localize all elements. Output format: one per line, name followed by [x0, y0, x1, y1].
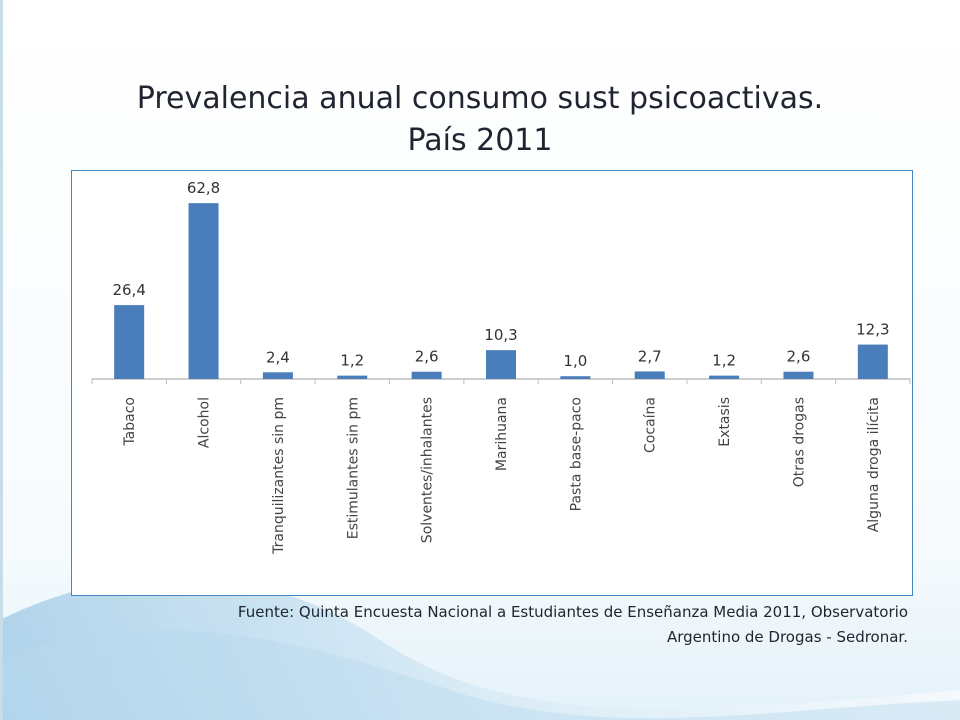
data-label: 1,2 [712, 352, 736, 370]
category-label: Estimulantes sin pm [345, 397, 361, 539]
decorative-wave-2 [0, 629, 960, 720]
bar [783, 371, 814, 379]
source-line-2: Argentino de Drogas - Sedronar. [666, 628, 908, 646]
source-line-1: Fuente: Quinta Encuesta Nacional a Estud… [237, 603, 908, 621]
category-label: Otras drogas [791, 397, 807, 487]
bar [486, 350, 516, 379]
bar [188, 203, 219, 379]
category-label: Solventes/inhalantes [420, 397, 436, 543]
data-label: 62,8 [187, 179, 220, 197]
data-label: 10,3 [484, 326, 517, 344]
bar-chart: 26,4 Tabaco 62,8 Alcohol 2,4 Tranquilizantes … [91, 179, 911, 555]
slide-title: Prevalencia anual consumo sust psicoacti… [0, 78, 960, 162]
data-label: 26,4 [112, 281, 145, 299]
category-label: Marihuana [494, 397, 510, 471]
category-label: Tranquilizantes sin pm [271, 397, 287, 555]
chart-frame: 26,4 Tabaco 62,8 Alcohol 2,4 Tranquilizantes … [71, 170, 913, 596]
source-note: Fuente: Quinta Encuesta Nacional a Estud… [108, 600, 908, 650]
category-label: Alcohol [197, 397, 213, 448]
category-label: Tabaco [122, 397, 138, 447]
bar [337, 375, 368, 379]
bar [262, 372, 293, 379]
slide-title-line-1: Prevalencia anual consumo sust psicoacti… [136, 81, 824, 116]
category-label: Extasis [717, 397, 733, 447]
data-label: 1,2 [340, 352, 364, 370]
bar [114, 305, 145, 379]
data-label: 2,7 [638, 347, 662, 365]
decorative-wave [0, 577, 960, 720]
category-label: Alguna droga ilícita [866, 397, 882, 532]
data-label: 1,0 [563, 352, 587, 370]
category-label: Cocaína [643, 397, 659, 453]
data-label: 2,6 [415, 348, 439, 366]
bar [634, 371, 665, 379]
data-label: 12,3 [856, 321, 889, 339]
bar [857, 344, 888, 379]
bar [709, 375, 740, 379]
data-label: 2,4 [266, 348, 290, 366]
slide-title-line-2: País 2011 [407, 123, 553, 158]
bar [560, 376, 591, 379]
bar [411, 371, 442, 379]
data-label: 2,6 [787, 348, 811, 366]
category-label: Pasta base-paco [568, 397, 584, 511]
